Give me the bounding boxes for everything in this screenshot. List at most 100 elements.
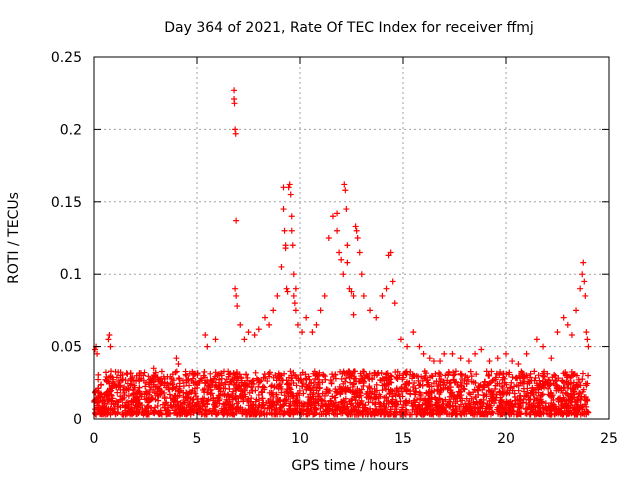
data-point-baseline	[378, 409, 385, 416]
data-point-baseline	[298, 411, 305, 418]
data-point-baseline	[151, 410, 158, 417]
data-point-baseline	[183, 390, 190, 397]
data-point-baseline	[183, 379, 190, 386]
data-point-baseline	[150, 386, 157, 393]
data-point-baseline	[92, 396, 99, 403]
data-point-baseline	[531, 368, 538, 375]
data-point-baseline	[396, 372, 403, 379]
data-point-baseline	[120, 411, 127, 418]
data-point-baseline	[271, 401, 278, 408]
data-point-baseline	[114, 389, 121, 396]
data-point-baseline	[222, 385, 229, 392]
y-tick-label: 0.05	[51, 340, 82, 356]
data-point-baseline	[519, 371, 526, 378]
data-point-baseline	[323, 386, 330, 393]
data-point-baseline	[161, 404, 168, 411]
data-point	[212, 336, 219, 343]
data-point	[580, 259, 587, 266]
data-point	[338, 256, 345, 263]
data-point-baseline	[235, 383, 242, 390]
data-point-baseline	[201, 389, 208, 396]
data-point-baseline	[255, 383, 262, 390]
data-point-baseline	[322, 411, 329, 418]
data-point	[283, 285, 290, 292]
data-point	[286, 181, 293, 188]
data-point-baseline	[290, 411, 297, 418]
data-point-baseline	[567, 402, 574, 409]
data-point-baseline	[179, 409, 186, 416]
data-point-baseline	[373, 393, 380, 400]
data-point-baseline	[203, 406, 210, 413]
data-point-baseline	[217, 370, 224, 377]
data-point-baseline	[132, 384, 139, 391]
data-point-baseline	[264, 404, 271, 411]
data-point-baseline	[324, 386, 331, 393]
data-point-baseline	[334, 403, 341, 410]
data-point-baseline	[150, 378, 157, 385]
data-point-baseline	[307, 395, 314, 402]
data-point-baseline	[579, 388, 586, 395]
data-point-baseline	[403, 399, 410, 406]
data-point-baseline	[489, 377, 496, 384]
data-point-baseline	[291, 405, 298, 412]
data-point-baseline	[463, 380, 470, 387]
data-point-baseline	[225, 373, 232, 380]
data-point	[334, 210, 341, 217]
data-point-baseline	[119, 396, 126, 403]
data-point-baseline	[253, 375, 260, 382]
data-point-baseline	[190, 370, 197, 377]
data-point-baseline	[570, 390, 577, 397]
data-point	[274, 292, 281, 299]
data-point-baseline	[516, 375, 523, 382]
data-point	[303, 314, 310, 321]
data-point	[577, 285, 584, 292]
data-point	[281, 227, 288, 234]
data-point-baseline	[186, 400, 193, 407]
data-point-baseline	[313, 371, 320, 378]
data-point-baseline	[555, 375, 562, 382]
data-point	[410, 329, 417, 336]
data-point-baseline	[311, 410, 318, 417]
data-point-baseline	[400, 370, 407, 377]
data-point-baseline	[356, 387, 363, 394]
data-point-baseline	[485, 382, 492, 389]
data-point-baseline	[180, 377, 187, 384]
data-point-baseline	[517, 397, 524, 404]
data-point-baseline	[120, 386, 127, 393]
data-point	[251, 332, 258, 339]
y-tick-label: 0	[73, 412, 82, 428]
data-point-baseline	[95, 385, 102, 392]
data-point-baseline	[503, 381, 510, 388]
data-point-baseline	[238, 379, 245, 386]
data-point-baseline	[113, 398, 120, 405]
data-point-baseline	[354, 400, 361, 407]
data-point-baseline	[521, 388, 528, 395]
data-point-baseline	[480, 411, 487, 418]
data-point-baseline	[180, 400, 187, 407]
data-point	[334, 227, 341, 234]
data-point-baseline	[304, 406, 311, 413]
data-point	[515, 360, 522, 367]
data-point	[173, 355, 180, 362]
data-point-baseline	[446, 393, 453, 400]
data-point-baseline	[498, 396, 505, 403]
data-point	[288, 227, 295, 234]
data-point-baseline	[245, 396, 252, 403]
data-point	[564, 321, 571, 328]
data-point-baseline	[250, 401, 257, 408]
data-point-baseline	[371, 410, 378, 417]
data-point-baseline	[423, 370, 430, 377]
data-point-baseline	[505, 410, 512, 417]
data-point-baseline	[112, 410, 119, 417]
data-point-baseline	[244, 374, 251, 381]
data-point	[284, 288, 291, 295]
data-point-baseline	[457, 379, 464, 386]
data-point-baseline	[119, 402, 126, 409]
data-point-baseline	[562, 389, 569, 396]
data-point-baseline	[181, 399, 188, 406]
data-point	[288, 213, 295, 220]
data-point-baseline	[207, 370, 214, 377]
data-point	[426, 355, 433, 362]
gridlines	[94, 57, 609, 419]
data-point-baseline	[269, 411, 276, 418]
